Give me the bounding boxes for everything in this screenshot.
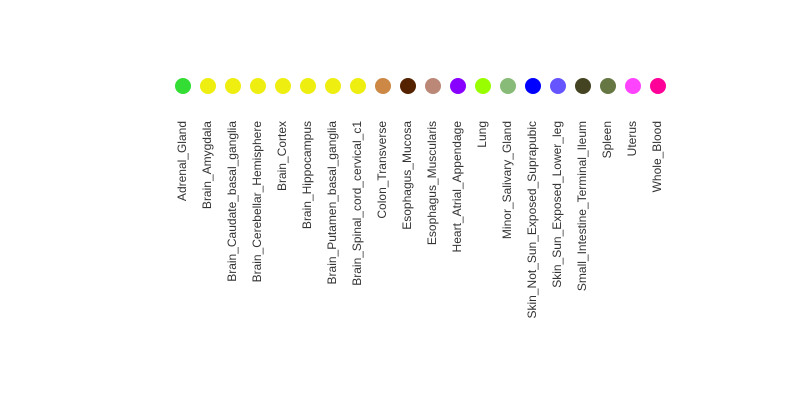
point-uterus [625, 78, 641, 94]
tick-label-spleen: Spleen [600, 121, 614, 158]
tick-label-brain-cerebellar-hemisphere: Brain_Cerebellar_Hemisphere [250, 121, 264, 283]
point-brain-cerebellar-hemisphere [250, 78, 266, 94]
point-brain-hippocampus [300, 78, 316, 94]
tick-label-esophagus-mucosa: Esophagus_Mucosa [400, 121, 414, 230]
point-brain-spinal-cord-cervical-c1 [350, 78, 366, 94]
point-heart-atrial-appendage [450, 78, 466, 94]
point-brain-caudate-basal-ganglia [225, 78, 241, 94]
tick-label-small-intestine-terminal-ileum: Small_Intestine_Terminal_Ileum [575, 121, 589, 291]
tick-label-brain-spinal-cord-cervical-c1: Brain_Spinal_cord_cervical_c1 [350, 121, 364, 286]
tick-label-colon-transverse: Colon_Transverse [375, 121, 389, 219]
tick-label-brain-caudate-basal-ganglia: Brain_Caudate_basal_ganglia [225, 121, 239, 282]
point-whole-blood [650, 78, 666, 94]
point-skin-not-sun-exposed-suprapubic [525, 78, 541, 94]
point-skin-sun-exposed-lower-leg [550, 78, 566, 94]
tick-label-skin-not-sun-exposed-suprapubic: Skin_Not_Sun_Exposed_Suprapubic [525, 121, 539, 318]
point-colon-transverse [375, 78, 391, 94]
point-esophagus-mucosa [400, 78, 416, 94]
tick-label-skin-sun-exposed-lower-leg: Skin_Sun_Exposed_Lower_leg [550, 121, 564, 288]
point-minor-salivary-gland [500, 78, 516, 94]
tick-label-lung: Lung [475, 121, 489, 148]
point-esophagus-muscularis [425, 78, 441, 94]
tick-label-minor-salivary-gland: Minor_Salivary_Gland [500, 121, 514, 239]
point-brain-cortex [275, 78, 291, 94]
tick-label-uterus: Uterus [625, 121, 639, 156]
points-group [175, 78, 666, 94]
tick-label-esophagus-muscularis: Esophagus_Muscularis [425, 121, 439, 245]
tick-label-whole-blood: Whole_Blood [650, 121, 664, 192]
tick-label-heart-atrial-appendage: Heart_Atrial_Appendage [450, 121, 464, 253]
tick-label-brain-putamen-basal-ganglia: Brain_Putamen_basal_ganglia [325, 121, 339, 285]
point-brain-putamen-basal-ganglia [325, 78, 341, 94]
tick-labels-group: Adrenal_Gland Brain_Amygdala Brain_Caudate… [175, 121, 664, 319]
tick-label-brain-cortex: Brain_Cortex [275, 121, 289, 191]
point-spleen [600, 78, 616, 94]
tick-label-brain-hippocampus: Brain_Hippocampus [300, 121, 314, 229]
point-brain-amygdala [200, 78, 216, 94]
tick-label-adrenal-gland: Adrenal_Gland [175, 121, 189, 201]
point-small-intestine-terminal-ileum [575, 78, 591, 94]
point-adrenal-gland [175, 78, 191, 94]
tick-label-brain-amygdala: Brain_Amygdala [200, 121, 214, 209]
point-lung [475, 78, 491, 94]
